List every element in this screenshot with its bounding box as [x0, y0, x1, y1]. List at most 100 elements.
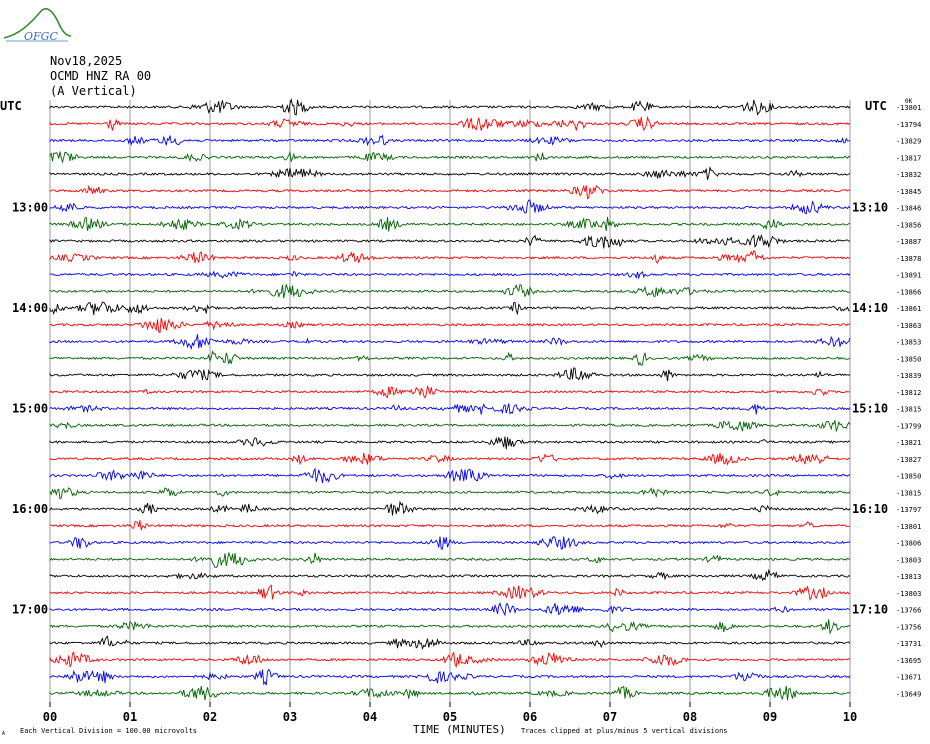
trace-offset-label: -13797 [896, 506, 921, 514]
logo-swoosh [3, 8, 72, 39]
trace-offset-label: -13853 [896, 339, 921, 347]
trace-offset-label: -13766 [896, 607, 921, 615]
trace-offset-label: -13815 [896, 406, 921, 414]
seismic-trace [49, 165, 851, 180]
seismic-trace [49, 568, 851, 582]
trace-offset-label: -13866 [896, 288, 921, 296]
x-tick-label: 09 [763, 710, 777, 724]
seismic-trace [49, 685, 851, 701]
trace-offset-label: -13839 [896, 372, 921, 380]
x-tick-label: 00 [43, 710, 57, 724]
left-time-label: 13:00 [12, 201, 48, 215]
trace-offset-label: -13845 [896, 188, 921, 196]
trace-offset-label: -13801 [896, 523, 921, 531]
seismic-trace [49, 535, 851, 550]
trace-offset-label: -13832 [896, 171, 921, 179]
footer-symbol: A [2, 731, 5, 737]
ofgc-logo: OFGC [3, 8, 72, 43]
seismic-trace [49, 301, 851, 316]
trace-offset-label: -13863 [896, 322, 921, 330]
left-time-label: 14:00 [12, 301, 48, 315]
left-time-label: 15:00 [12, 402, 48, 416]
seismic-trace [49, 651, 851, 669]
seismic-trace [49, 487, 851, 500]
seismic-trace [49, 317, 851, 334]
seismic-trace [49, 150, 851, 164]
seismic-trace [49, 635, 851, 650]
trace-offset-label: -13861 [896, 305, 921, 313]
seismic-trace [49, 500, 851, 516]
top-right-marker: 0K [905, 98, 913, 105]
seismic-trace [49, 233, 851, 249]
trace-offset-label: -13649 [896, 690, 921, 698]
trace-offset-label: -13821 [896, 439, 921, 447]
trace-offset-label: -13817 [896, 154, 921, 162]
trace-offset-label: -13794 [896, 121, 921, 129]
right-time-label: 17:10 [852, 603, 888, 617]
trace-offset-label: -13803 [896, 590, 921, 598]
x-tick-label: 03 [283, 710, 297, 724]
seismic-trace [49, 184, 851, 200]
seismic-trace [49, 420, 851, 433]
seismic-trace [49, 249, 851, 264]
seismic-trace [49, 367, 851, 382]
right-time-label: 16:10 [852, 502, 888, 516]
seismic-trace [49, 334, 851, 351]
x-tick-label: 06 [523, 710, 537, 724]
seismic-trace [49, 385, 851, 399]
seismic-trace [49, 584, 851, 601]
x-axis-title: TIME (MINUTES) [413, 723, 506, 736]
seismic-trace [49, 403, 851, 415]
trace-offset-label: -13827 [896, 456, 921, 464]
trace-offset-label: -13829 [896, 138, 921, 146]
seismic-trace [49, 520, 851, 531]
seismic-trace [49, 216, 851, 232]
trace-offset-label: -13812 [896, 389, 921, 397]
trace-offset-label: -13856 [896, 221, 921, 229]
seismic-trace [49, 350, 851, 367]
traces [49, 97, 851, 701]
seismic-trace [49, 283, 851, 299]
x-tick-label: 08 [683, 710, 697, 724]
trace-offset-label: -13695 [896, 657, 921, 665]
x-tick-label: 05 [443, 710, 457, 724]
trace-offset-label: -13801 [896, 104, 921, 112]
trace-offset-label: -13887 [896, 238, 921, 246]
seismic-trace [49, 452, 851, 466]
left-time-label: 16:00 [12, 502, 48, 516]
trace-offset-label: -13806 [896, 540, 921, 548]
seismic-trace [49, 552, 851, 568]
x-tick-label: 04 [363, 710, 377, 724]
trace-offset-label: -13815 [896, 489, 921, 497]
seismic-trace [49, 134, 851, 147]
trace-offset-label: -13850 [896, 355, 921, 363]
trace-offset-label: -13803 [896, 556, 921, 564]
left-time-label: 17:00 [12, 603, 48, 617]
right-time-label: 13:10 [852, 201, 888, 215]
trace-offset-label: -13756 [896, 623, 921, 631]
header-station: OCMD HNZ RA 00 [50, 69, 152, 83]
x-tick-label: 01 [123, 710, 137, 724]
trace-offset-label: -13799 [896, 422, 921, 430]
seismic-trace [49, 115, 851, 132]
x-tick-label: 07 [603, 710, 617, 724]
header-component: (A Vertical) [50, 84, 137, 98]
logo-text: OFGC [24, 30, 58, 43]
trace-offset-label: -13891 [896, 272, 921, 280]
seismic-trace [49, 668, 851, 686]
grid-lines [49, 100, 851, 707]
trace-offset-label: -13671 [896, 674, 921, 682]
seismic-trace [49, 601, 851, 617]
right-time-label: 15:10 [852, 402, 888, 416]
x-tick-label: 02 [203, 710, 217, 724]
footer-right-note: Traces clipped at plus/minus 5 vertical … [521, 727, 728, 735]
trace-offset-label: -13731 [896, 640, 921, 648]
labels: 00 01 02 03 04 05 06 07 08 09 10 -13801 -13794 -13829… [12, 104, 921, 724]
seismic-trace [49, 199, 851, 215]
x-tick-label: 10 [843, 710, 857, 724]
trace-offset-label: -13878 [896, 255, 921, 263]
trace-offset-label: -13846 [896, 205, 921, 213]
trace-offset-label: -13850 [896, 473, 921, 481]
right-time-label: 14:10 [852, 301, 888, 315]
seismic-trace [49, 436, 851, 450]
